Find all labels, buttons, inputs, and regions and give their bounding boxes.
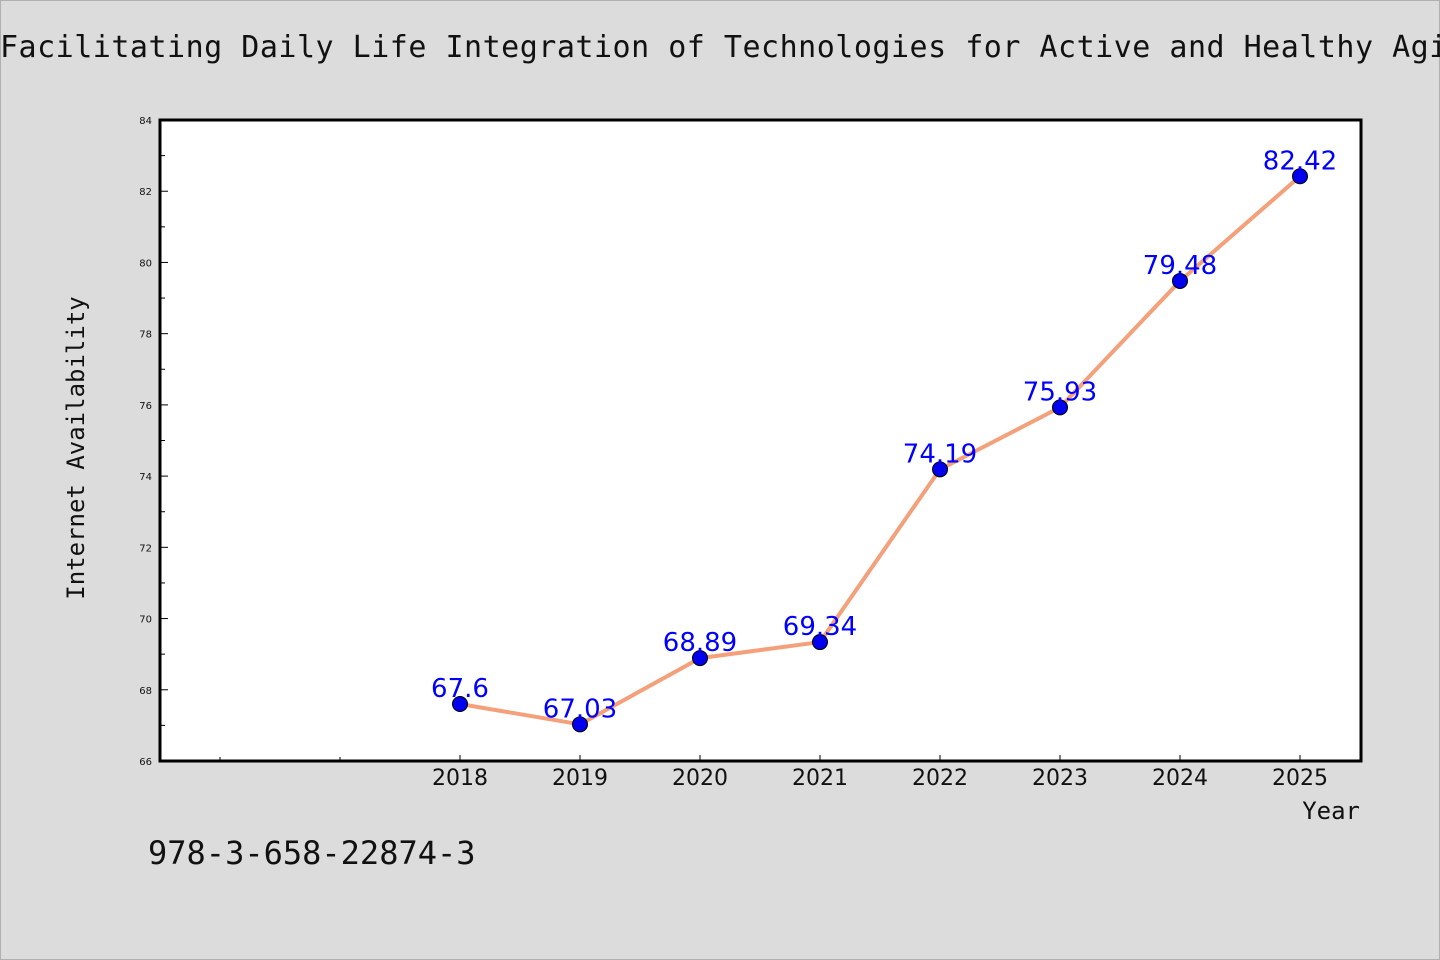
y-tick-label: 82 — [139, 187, 152, 198]
chart-title: Facilitating Daily Life Integration of T… — [0, 30, 1440, 65]
y-tick-label: 78 — [139, 330, 152, 341]
data-label: 79.48 — [1143, 251, 1217, 281]
data-point — [572, 716, 588, 733]
data-point — [932, 461, 948, 478]
data-label: 74.19 — [903, 439, 977, 469]
y-tick-label: 76 — [139, 401, 152, 412]
x-tick-label: 2022 — [912, 766, 968, 791]
data-label: 67.6 — [431, 674, 489, 704]
data-label: 68.89 — [663, 628, 737, 658]
x-tick-label: 2025 — [1272, 766, 1328, 791]
plot-area — [158, 118, 1363, 763]
x-axis-ticks: 2018 2019 2020 2021 2022 2023 2024 2025 — [219, 755, 1328, 791]
y-tick-label: 80 — [139, 258, 152, 269]
y-tick-label: 68 — [139, 686, 152, 697]
y-tick-label: 66 — [139, 757, 152, 768]
data-point — [1172, 272, 1188, 289]
y-tick-label: 84 — [139, 116, 152, 127]
x-tick-label: 2023 — [1032, 766, 1088, 791]
isbn-text: 978-3-658-22874-3 — [148, 834, 476, 872]
x-tick-label: 2020 — [672, 766, 728, 791]
x-tick-label: 2019 — [552, 766, 608, 791]
data-point — [452, 696, 468, 713]
y-axis-ticks: 66 68 70 72 74 76 78 80 82 84 — [139, 116, 168, 768]
series-group: 67.6 67.03 68.89 69.34 74.19 75.93 79.48 82.42 — [431, 146, 1337, 733]
x-tick-label: 2018 — [432, 766, 488, 791]
series-line — [458, 174, 1302, 727]
x-axis-label: Year — [1302, 797, 1360, 825]
data-point — [1052, 399, 1068, 416]
data-label: 67.03 — [543, 694, 617, 724]
x-tick-label: 2021 — [792, 766, 848, 791]
y-tick-label: 70 — [139, 615, 152, 626]
data-point — [1292, 168, 1308, 185]
y-tick-label: 74 — [139, 472, 152, 483]
x-tick-label: 2024 — [1152, 766, 1208, 791]
data-point — [812, 634, 828, 651]
data-label: 82.42 — [1263, 146, 1337, 176]
data-label: 69.34 — [783, 612, 857, 642]
y-tick-label: 72 — [139, 543, 152, 554]
data-point — [692, 650, 708, 667]
data-label: 75.93 — [1023, 377, 1097, 407]
